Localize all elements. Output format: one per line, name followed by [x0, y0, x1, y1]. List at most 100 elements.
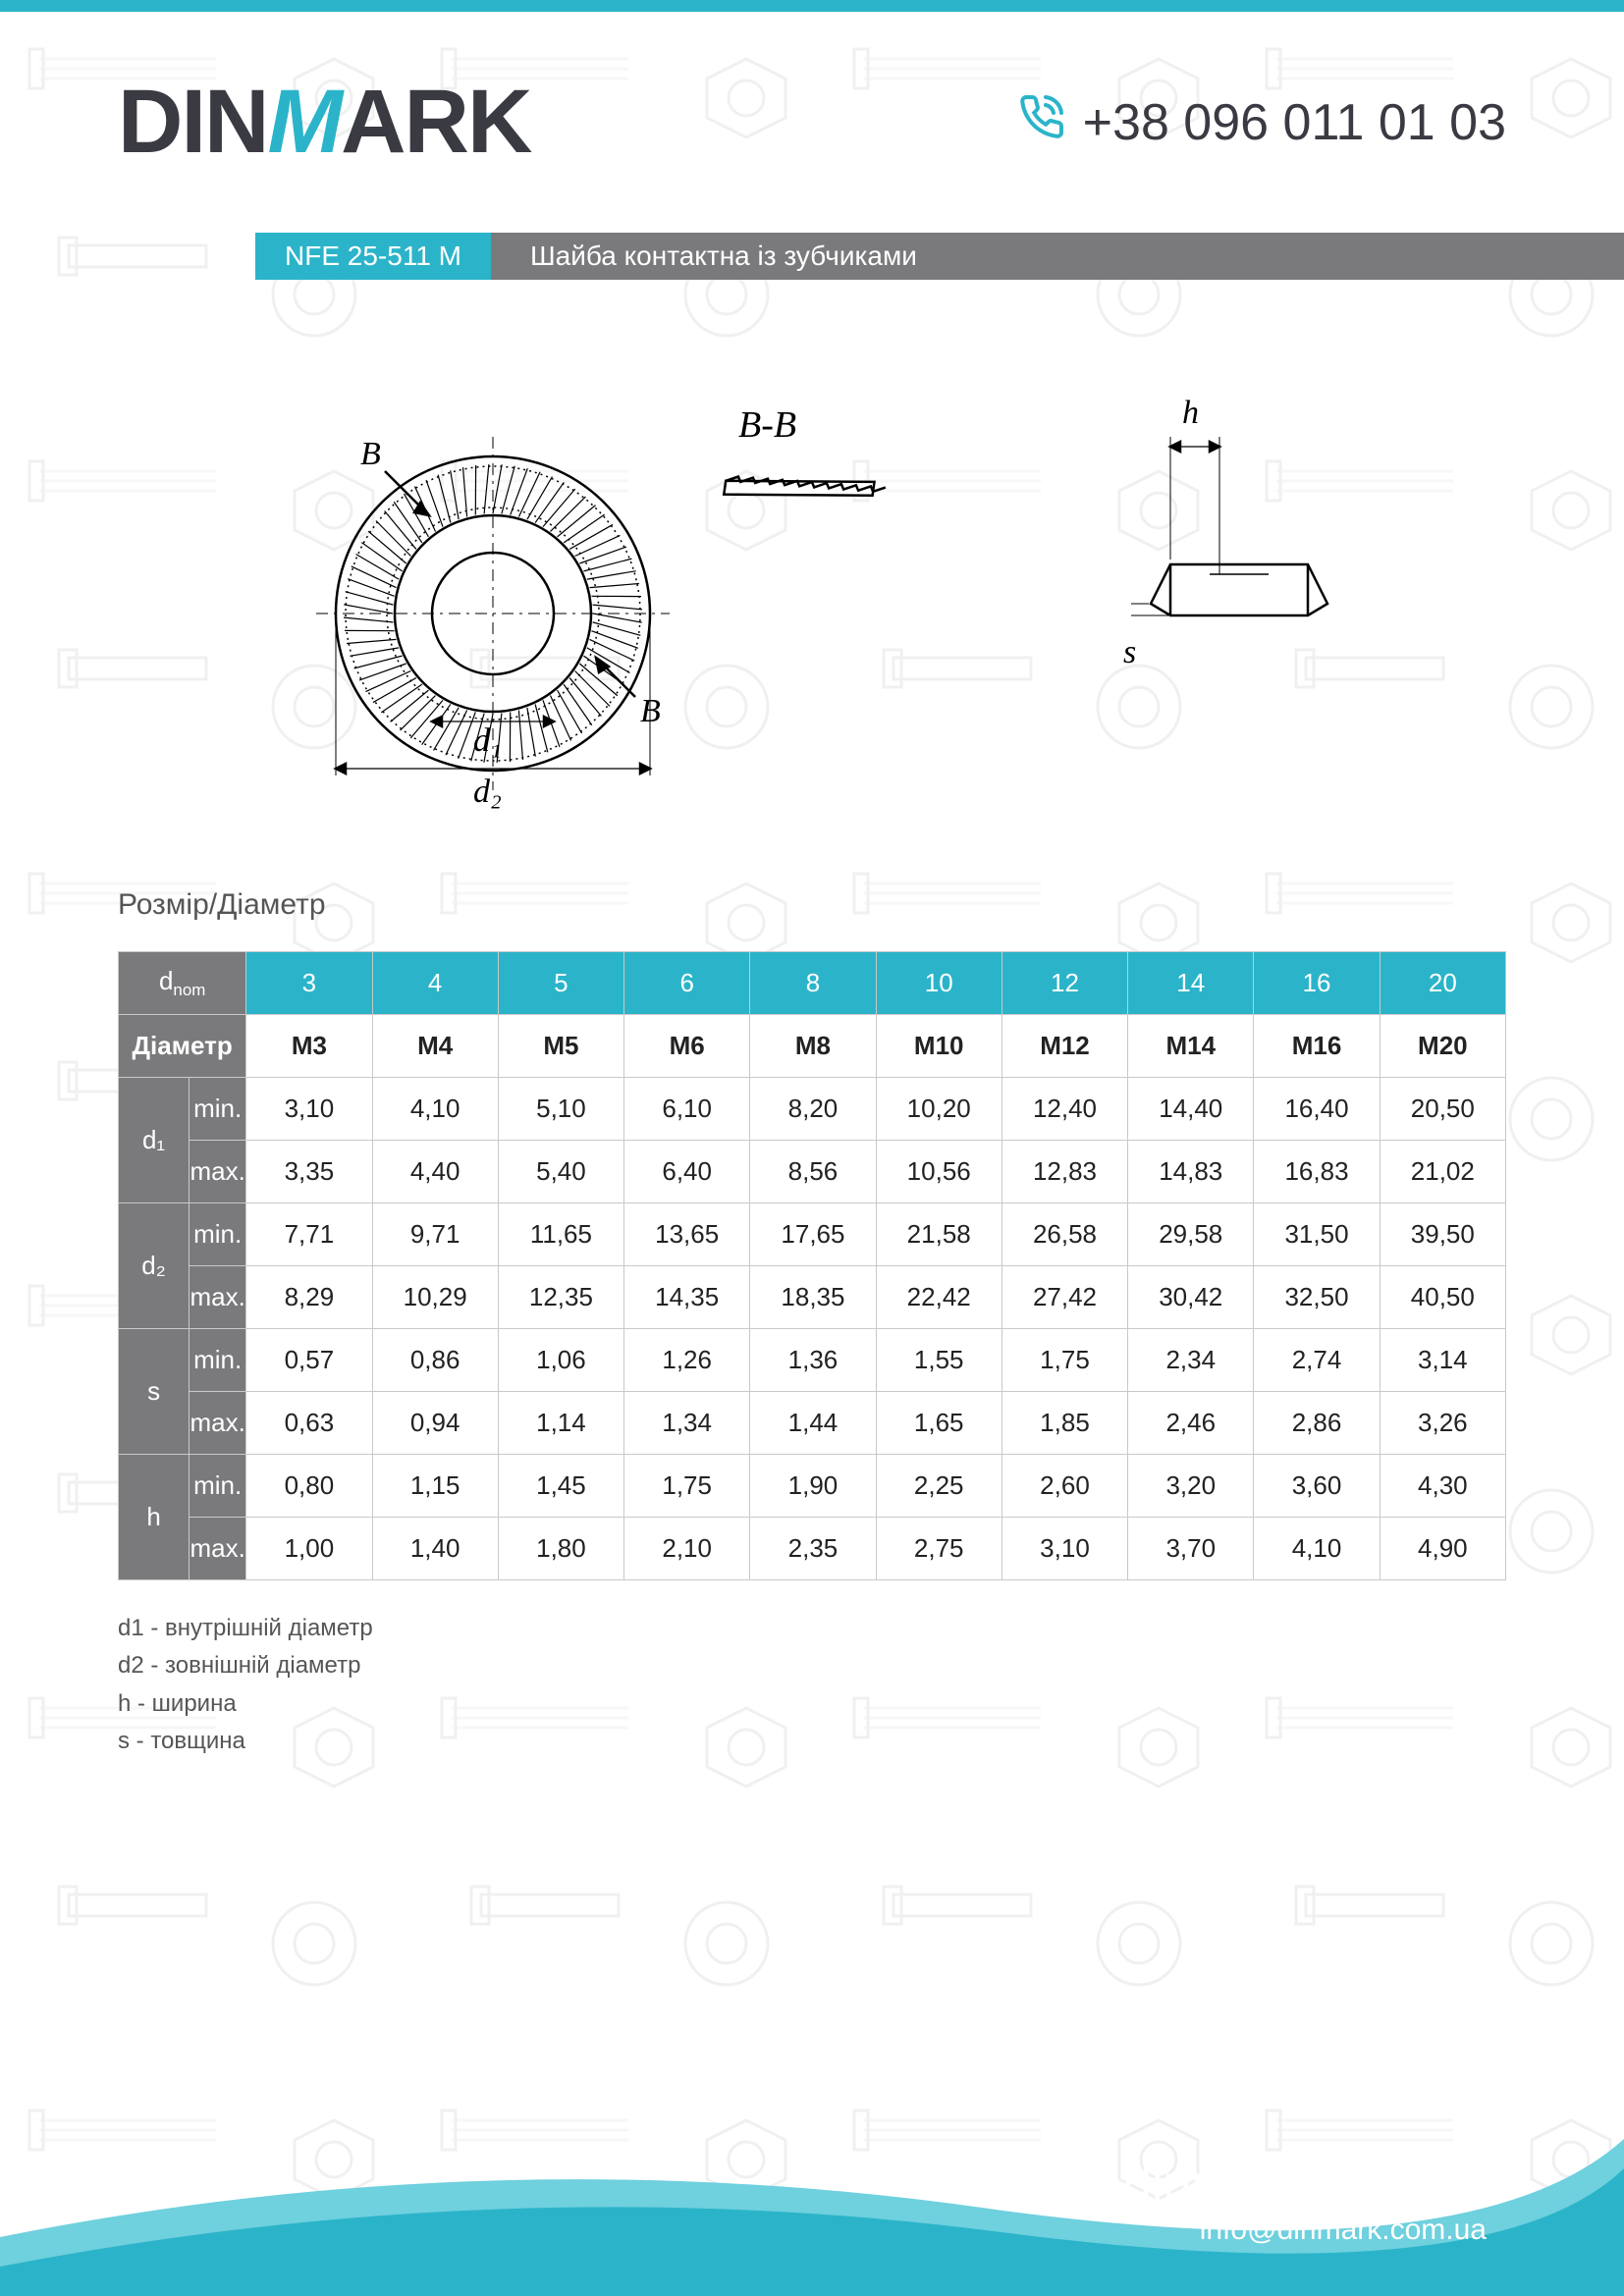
data-cell: 32,50 [1254, 1266, 1380, 1329]
diagram-d1-label: d₁ [473, 722, 502, 759]
section-heading: Розмір/Діаметр [118, 888, 1624, 922]
diameter-cell: M20 [1380, 1015, 1505, 1078]
diagram-b-label-2: B [640, 693, 661, 729]
data-cell: 1,90 [750, 1455, 876, 1518]
data-cell: 3,10 [1001, 1518, 1127, 1580]
data-cell: 18,35 [750, 1266, 876, 1329]
diameter-cell: M12 [1001, 1015, 1127, 1078]
logo-text-m: M [267, 72, 341, 172]
data-cell: 3,20 [1128, 1455, 1254, 1518]
diameter-cell: M6 [624, 1015, 750, 1078]
data-cell: 5,10 [498, 1078, 623, 1141]
data-cell: 14,35 [624, 1266, 750, 1329]
data-cell: 1,40 [372, 1518, 498, 1580]
data-cell: 10,56 [876, 1141, 1001, 1203]
param-label: s [119, 1329, 189, 1455]
phone-number: +38 096 011 01 03 [1083, 93, 1506, 152]
diameter-cell: M14 [1128, 1015, 1254, 1078]
minmax-label: max. [189, 1141, 246, 1203]
data-cell: 6,10 [624, 1078, 750, 1141]
spec-table-data: dnom345681012141620ДіаметрM3M4M5M6M8M10M… [118, 951, 1506, 1580]
data-cell: 1,75 [1001, 1329, 1127, 1392]
data-cell: 2,34 [1128, 1329, 1254, 1392]
legend-line: d2 - зовнішній діаметр [118, 1647, 1506, 1684]
data-cell: 27,42 [1001, 1266, 1127, 1329]
data-cell: 1,65 [876, 1392, 1001, 1455]
data-cell: 21,58 [876, 1203, 1001, 1266]
header: DINMARK +38 096 011 01 03 [0, 12, 1624, 213]
data-cell: 9,71 [372, 1203, 498, 1266]
diagram-h-label: h [1182, 395, 1199, 431]
table-row: max.8,2910,2912,3514,3518,3522,4227,4230… [119, 1266, 1506, 1329]
data-cell: 30,42 [1128, 1266, 1254, 1329]
phone-icon [1018, 93, 1065, 152]
size-header: 20 [1380, 952, 1505, 1015]
size-header: 8 [750, 952, 876, 1015]
data-cell: 31,50 [1254, 1203, 1380, 1266]
data-cell: 12,83 [1001, 1141, 1127, 1203]
footer: www.dinmark.com.ua info@dinmark.com.ua [0, 2080, 1624, 2296]
diameter-cell: M8 [750, 1015, 876, 1078]
data-cell: 10,29 [372, 1266, 498, 1329]
size-header: 10 [876, 952, 1001, 1015]
data-cell: 0,86 [372, 1329, 498, 1392]
data-cell: 3,70 [1128, 1518, 1254, 1580]
dnom-header: dnom [119, 952, 246, 1015]
minmax-label: min. [189, 1078, 246, 1141]
phone-block: +38 096 011 01 03 [1018, 93, 1506, 152]
data-cell: 2,75 [876, 1518, 1001, 1580]
minmax-label: max. [189, 1518, 246, 1580]
data-cell: 12,40 [1001, 1078, 1127, 1141]
data-cell: 2,35 [750, 1518, 876, 1580]
logo-text-post: ARK [341, 72, 530, 172]
minmax-label: min. [189, 1203, 246, 1266]
footer-email: info@dinmark.com.ua [1001, 2214, 1487, 2247]
data-cell: 1,45 [498, 1455, 623, 1518]
data-cell: 3,10 [246, 1078, 372, 1141]
legend: d1 - внутрішній діаметр d2 - зовнішній д… [118, 1610, 1506, 1761]
table-row: d₂min.7,719,7111,6513,6517,6521,5826,582… [119, 1203, 1506, 1266]
data-cell: 8,20 [750, 1078, 876, 1141]
data-cell: 1,14 [498, 1392, 623, 1455]
top-accent-bar [0, 0, 1624, 12]
data-cell: 1,55 [876, 1329, 1001, 1392]
data-cell: 0,80 [246, 1455, 372, 1518]
brand-logo: DINMARK [118, 71, 530, 174]
data-cell: 1,36 [750, 1329, 876, 1392]
size-header: 14 [1128, 952, 1254, 1015]
table-row-diameter: ДіаметрM3M4M5M6M8M10M12M14M16M20 [119, 1015, 1506, 1078]
data-cell: 12,35 [498, 1266, 623, 1329]
data-cell: 29,58 [1128, 1203, 1254, 1266]
data-cell: 3,60 [1254, 1455, 1380, 1518]
size-header: 4 [372, 952, 498, 1015]
data-cell: 26,58 [1001, 1203, 1127, 1266]
diameter-cell: M5 [498, 1015, 623, 1078]
data-cell: 1,85 [1001, 1392, 1127, 1455]
legend-line: h - ширина [118, 1685, 1506, 1723]
data-cell: 22,42 [876, 1266, 1001, 1329]
table-row: max.1,001,401,802,102,352,753,103,704,10… [119, 1518, 1506, 1580]
table-row: hmin.0,801,151,451,751,902,252,603,203,6… [119, 1455, 1506, 1518]
table-row: d₁min.3,104,105,106,108,2010,2012,4014,4… [119, 1078, 1506, 1141]
data-cell: 5,40 [498, 1141, 623, 1203]
data-cell: 39,50 [1380, 1203, 1505, 1266]
data-cell: 1,75 [624, 1455, 750, 1518]
data-cell: 40,50 [1380, 1266, 1505, 1329]
data-cell: 6,40 [624, 1141, 750, 1203]
diagram-d2-label: d₂ [473, 774, 502, 810]
table-row: max.0,630,941,141,341,441,651,852,462,86… [119, 1392, 1506, 1455]
data-cell: 0,63 [246, 1392, 372, 1455]
data-cell: 2,46 [1128, 1392, 1254, 1455]
data-cell: 0,94 [372, 1392, 498, 1455]
data-cell: 1,80 [498, 1518, 623, 1580]
table-row: smin.0,570,861,061,261,361,551,752,342,7… [119, 1329, 1506, 1392]
data-cell: 4,90 [1380, 1518, 1505, 1580]
data-cell: 2,86 [1254, 1392, 1380, 1455]
minmax-label: min. [189, 1329, 246, 1392]
param-label: d₁ [119, 1078, 189, 1203]
data-cell: 3,26 [1380, 1392, 1505, 1455]
footer-url: www.dinmark.com.ua [1001, 2155, 1487, 2214]
data-cell: 11,65 [498, 1203, 623, 1266]
param-label: d₂ [119, 1203, 189, 1329]
size-header: 6 [624, 952, 750, 1015]
